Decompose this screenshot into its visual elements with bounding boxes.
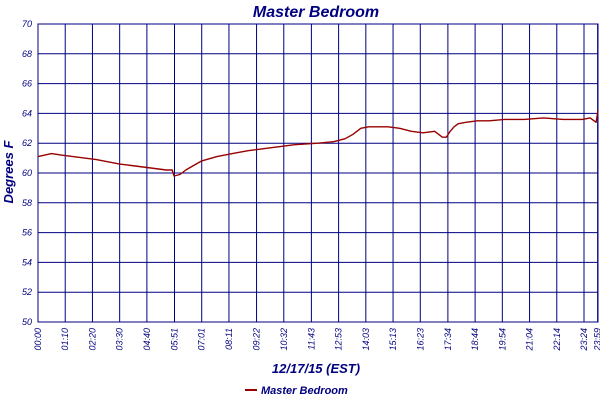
- x-tick-label: 03:30: [115, 328, 125, 351]
- x-tick-label: 17:34: [443, 328, 453, 351]
- legend-label: Master Bedroom: [261, 385, 348, 397]
- x-tick-label: 08:11: [224, 328, 234, 350]
- y-tick-label: 52: [22, 287, 32, 297]
- x-tick-label: 10:32: [279, 328, 289, 351]
- x-tick-label: 21:04: [525, 328, 535, 352]
- y-tick-label: 68: [22, 49, 32, 59]
- x-tick-label: 18:44: [470, 328, 480, 351]
- y-axis-title: Degrees F: [1, 140, 16, 204]
- y-tick-labels: 50 52 54 56 58 60 62 64 66 68 70: [22, 19, 32, 327]
- series-group: [37, 110, 599, 177]
- y-tick-label: 54: [22, 257, 32, 267]
- chart-title: Master Bedroom: [253, 4, 379, 21]
- x-tick-label: 22:14: [552, 328, 562, 352]
- x-tick-label: 19:54: [497, 328, 507, 351]
- y-tick-label: 70: [22, 19, 32, 29]
- x-axis-title: 12/17/15 (EST): [272, 361, 360, 376]
- x-tick-label: 11:43: [306, 328, 316, 350]
- x-tick-label: 04:40: [142, 328, 152, 351]
- series-line-master-bedroom: [37, 110, 599, 177]
- y-tick-label: 56: [22, 228, 32, 238]
- x-tick-label: 12:53: [334, 328, 344, 351]
- grid: [37, 23, 599, 323]
- y-tick-label: 58: [22, 198, 32, 208]
- x-tick-label: 02:20: [87, 328, 97, 351]
- y-tick-label: 64: [22, 108, 32, 118]
- x-tick-label: 23:59: [593, 328, 600, 352]
- x-tick-label: 01:10: [60, 328, 70, 351]
- x-tick-label: 00:00: [33, 328, 43, 351]
- x-tick-label: 07:01: [197, 328, 207, 351]
- y-tick-label: 66: [22, 79, 32, 89]
- x-tick-label: 14:03: [361, 328, 371, 351]
- x-tick-labels: 00:00 01:10 02:20 03:30 04:40 05:51 07:01 08:11…: [33, 328, 600, 352]
- y-tick-label: 62: [22, 138, 32, 148]
- x-tick-label: 16:23: [415, 328, 425, 351]
- y-tick-label: 50: [22, 317, 32, 327]
- x-tick-label: 09:22: [252, 328, 262, 351]
- y-tick-label: 60: [22, 168, 32, 178]
- x-tick-label: 15:13: [388, 328, 398, 351]
- x-tick-label: 05:51: [170, 328, 180, 351]
- x-tick-label: 23:24: [579, 328, 589, 352]
- legend: Master Bedroom: [245, 385, 348, 397]
